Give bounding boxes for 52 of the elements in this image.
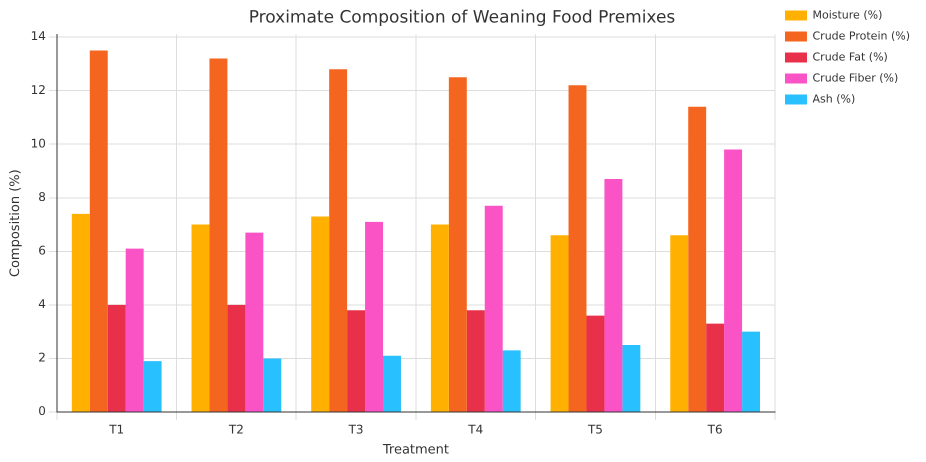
legend-label: Crude Protein (%) [812, 29, 910, 42]
x-tick-label: T5 [586, 422, 603, 436]
bar [209, 58, 228, 412]
bar [329, 69, 348, 412]
bar [622, 345, 640, 412]
bar [484, 206, 503, 412]
y-tick-label: 0 [38, 404, 46, 418]
bar [430, 224, 449, 412]
bar [688, 106, 706, 412]
bar [502, 350, 521, 412]
bar [724, 150, 742, 412]
bar [245, 232, 264, 412]
legend-label: Moisture (%) [812, 8, 882, 22]
bar [383, 356, 401, 412]
bar [586, 316, 604, 412]
x-tick-label: T1 [108, 422, 124, 436]
bar [126, 248, 144, 412]
x-tick-label: T6 [706, 422, 723, 436]
x-tick-label: T2 [228, 422, 244, 436]
bar [263, 358, 282, 412]
y-axis-title: Composition (%) [8, 169, 24, 278]
bar [90, 50, 108, 412]
y-tick-label: 10 [30, 136, 46, 150]
bar [466, 310, 485, 412]
y-tick-label: 14 [30, 29, 46, 44]
bar [192, 224, 210, 412]
bar [311, 216, 330, 412]
y-tick-label: 4 [38, 297, 46, 312]
bar [347, 310, 366, 412]
x-tick-label: T3 [348, 422, 364, 436]
y-tick-label: 6 [38, 243, 46, 258]
bar [550, 235, 569, 412]
bar [670, 235, 688, 412]
bar [706, 324, 724, 412]
y-tick-label: 12 [30, 82, 46, 97]
y-tick-label: 2 [38, 350, 46, 365]
chart-title: Proximate Composition of Weaning Food Premixes [248, 8, 676, 28]
legend-label: Crude Fat (%) [812, 50, 888, 64]
bar [742, 332, 760, 412]
bar [108, 304, 126, 412]
bar [604, 179, 622, 412]
bar [144, 361, 162, 412]
bar [568, 85, 586, 412]
bar [365, 222, 384, 412]
x-tick-label: T4 [467, 422, 484, 436]
legend-label: Ash (%) [812, 92, 856, 106]
bar [448, 77, 467, 412]
bar [227, 304, 246, 412]
bar [72, 214, 90, 412]
y-tick-label: 8 [38, 190, 46, 204]
x-axis-title: Treatment [382, 442, 450, 458]
legend-label: Crude Fiber (%) [812, 71, 898, 84]
